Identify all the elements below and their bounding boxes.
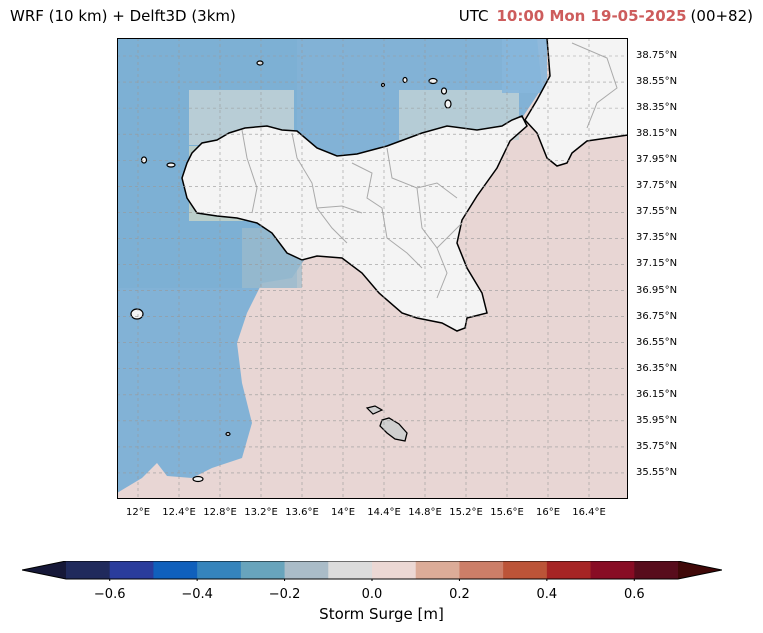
latitude-label: 36.55°N [636, 336, 678, 348]
latitude-label: 37.55°N [636, 206, 678, 218]
latitude-label: 38.75°N [636, 50, 678, 61]
island-linosa [225, 431, 231, 437]
colorbar-tick-label: 0.0 [361, 587, 383, 602]
colorbar-outline [22, 561, 722, 580]
sea-shade-patch-5 [502, 38, 547, 93]
latitude-label: 36.75°N [636, 310, 678, 322]
longitude-label: 16.4°E [572, 507, 606, 518]
island-favignana [166, 162, 176, 168]
colorbar [22, 561, 722, 581]
latitude-label: 36.15°N [636, 388, 678, 400]
land-gozo [365, 405, 384, 415]
longitude-label: 15.2°E [449, 507, 483, 518]
island-vulcano [444, 99, 452, 109]
longitude-label: 14.4°E [367, 507, 401, 518]
colorbar-tick-label: −0.2 [268, 587, 301, 602]
colorbar-segment [546, 561, 592, 579]
region-border-calabria [571, 42, 618, 129]
colorbar-tick-label: −0.4 [181, 587, 213, 602]
map-title: WRF (10 km) + Delft3D (3km) [10, 7, 236, 25]
colorbar-segment [372, 561, 417, 579]
latitude-label: 36.95°N [636, 284, 678, 296]
colorbar-segment [66, 561, 111, 579]
longitude-label: 14°E [330, 507, 356, 518]
island-lampedusa [192, 475, 204, 483]
colorbar-segment [634, 561, 679, 579]
longitude-label: 12.4°E [162, 507, 196, 518]
longitude-label: 12°E [125, 507, 151, 518]
island-lipari [440, 87, 448, 95]
land-malta [379, 417, 408, 442]
forecast-timestamp: 10:00 Mon 19-05-2025 [496, 7, 687, 25]
island-alicudi [380, 82, 386, 88]
longitude-label: 13.2°E [244, 507, 278, 518]
latitude-label: 35.75°N [636, 440, 678, 452]
latitude-label: 35.55°N [636, 466, 678, 478]
storm-surge-map[interactable] [117, 38, 628, 499]
graticule [117, 38, 628, 499]
island-pantelleria [130, 308, 144, 320]
longitude-label: 13.6°E [285, 507, 319, 518]
colorbar-segment [153, 561, 198, 579]
colorbar-segment [415, 561, 460, 579]
latitude-label: 37.95°N [636, 154, 678, 166]
island-salina [428, 77, 438, 85]
latitude-label: 38.35°N [636, 102, 678, 114]
colorbar-segment [109, 561, 154, 579]
land-sicily [181, 115, 528, 332]
latitude-label: 35.95°N [636, 414, 678, 426]
longitude-label: 15.6°E [490, 507, 524, 518]
latitude-label: 37.75°N [636, 180, 678, 192]
latitude-label: 37.35°N [636, 232, 678, 244]
colorbar-segment [590, 561, 635, 579]
colorbar-tick-label: 0.4 [536, 587, 558, 602]
forecast-time: UTC 10:00 Mon 19-05-2025 (00+82) [459, 7, 753, 25]
island-filicudi [402, 76, 408, 84]
colorbar-tick-label: −0.6 [93, 587, 126, 602]
colorbar-extend-low [22, 561, 66, 579]
colorbar-segment [503, 561, 548, 579]
utc-label: UTC [458, 7, 489, 25]
colorbar-tick-label: 0.6 [623, 587, 645, 602]
colorbar-segment [459, 561, 504, 579]
small-islands [130, 60, 452, 483]
colorbar-tick-label: 0.2 [449, 587, 470, 602]
colorbar-extend-high [678, 561, 722, 579]
island-ustica [256, 60, 264, 66]
latitude-label: 36.35°N [636, 362, 678, 374]
latitude-label: 37.15°N [636, 258, 678, 270]
province-borders [241, 129, 463, 299]
latitude-label: 38.55°N [636, 76, 678, 88]
longitude-label: 12.8°E [203, 507, 237, 518]
colorbar-segment [328, 561, 373, 579]
latitude-label: 38.15°N [636, 128, 678, 140]
colorbar-label: Storm Surge [m] [319, 605, 444, 623]
run-offset: (00+82) [690, 7, 753, 25]
colorbar-segment [197, 561, 242, 579]
map-canvas [117, 38, 628, 499]
longitude-label: 14.8°E [408, 507, 442, 518]
colorbar-segment [240, 561, 286, 579]
colorbar-segment [284, 561, 329, 579]
longitude-label: 16°E [535, 507, 561, 518]
